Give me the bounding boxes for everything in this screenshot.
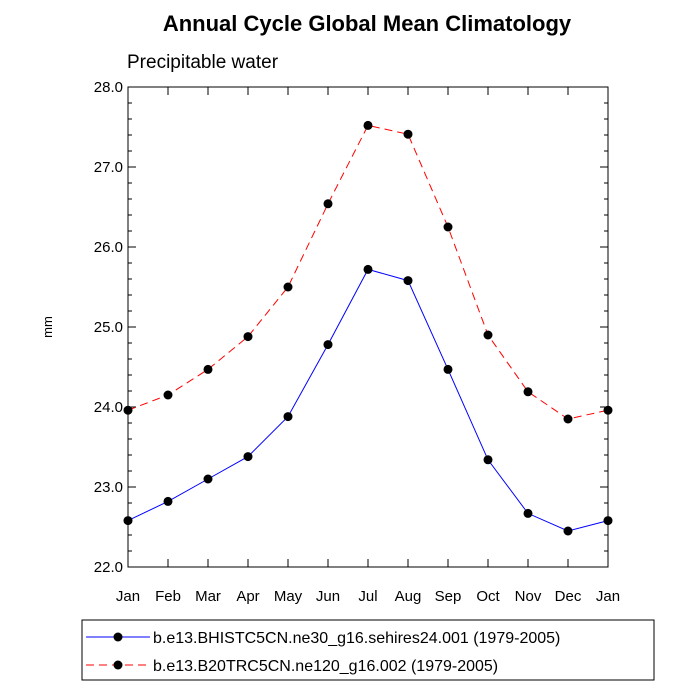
series-2-point (363, 120, 373, 130)
legend: b.e13.BHISTC5CN.ne30_g16.sehires24.001 (… (81, 619, 655, 681)
series-1-point (363, 264, 373, 274)
y-tick-label: 25.0 (94, 319, 123, 336)
x-tick-label: Oct (476, 588, 500, 605)
series-1-point (443, 364, 453, 374)
series-1-point (203, 474, 213, 484)
y-tick-label: 27.0 (94, 159, 123, 176)
legend-label-2: b.e13.B20TRC5CN.ne120_g16.002 (1979-2005… (153, 658, 498, 675)
series-1-point (603, 516, 613, 526)
series-2-point (563, 414, 573, 424)
x-tick-label: Aug (395, 588, 422, 605)
x-tick-label: May (274, 588, 303, 605)
x-tick-label: Apr (236, 588, 259, 605)
series-1-point (563, 526, 573, 536)
y-tick-label: 24.0 (94, 399, 123, 416)
series-2-point (523, 387, 533, 397)
series-2-point (483, 330, 493, 340)
x-tick-label: Feb (155, 588, 181, 605)
chart-subtitle: Precipitable water (127, 52, 279, 73)
y-tick-label: 26.0 (94, 239, 123, 256)
series-1-point (523, 508, 533, 518)
y-tick-label: 22.0 (94, 559, 123, 576)
y-tick-label: 23.0 (94, 479, 123, 496)
y-tick-label: 28.0 (94, 79, 123, 96)
y-axis-label: mm (40, 316, 55, 338)
series-2-point (323, 199, 333, 209)
x-tick-label: Mar (195, 588, 221, 605)
series-line-1 (127, 268, 609, 532)
chart-title: Annual Cycle Global Mean Climatology (163, 11, 572, 36)
x-tick-label: Jan (116, 588, 140, 605)
series-1-point (323, 340, 333, 350)
x-tick-label: Sep (435, 588, 462, 605)
series-1-point (283, 412, 293, 422)
series-1-point (483, 455, 493, 465)
legend-marker-1 (113, 632, 123, 642)
x-tick-label: Dec (555, 588, 582, 605)
series-1-point (123, 516, 133, 526)
plot-frame (127, 86, 609, 568)
series-1-point (163, 496, 173, 506)
x-tick-label: Jun (316, 588, 340, 605)
series-1-point (243, 452, 253, 462)
series-2-point (603, 405, 613, 415)
legend-box (81, 619, 655, 681)
legend-marker-2 (113, 660, 123, 670)
plot-area: 22.0 23.0 24.0 25.0 26.0 27.0 28.0 Jan Feb Mar Apr… (94, 79, 620, 605)
x-tick-label: Nov (515, 588, 542, 605)
x-tick-label: Jan (596, 588, 620, 605)
series-2-point (443, 222, 453, 232)
x-tick-label: Jul (358, 588, 377, 605)
series-2-point (403, 129, 413, 139)
legend-label-1: b.e13.BHISTC5CN.ne30_g16.sehires24.001 (… (153, 630, 560, 647)
series-2-point (203, 364, 213, 374)
series-1-point (403, 276, 413, 286)
series-2-point (243, 332, 253, 342)
series-2-point (123, 405, 133, 415)
series-2-point (283, 282, 293, 292)
series-2-point (163, 390, 173, 400)
